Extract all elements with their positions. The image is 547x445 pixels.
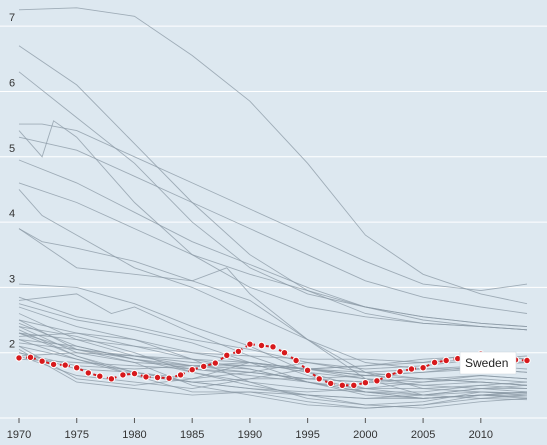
y-axis-ticks: 2 3 4 5 6 7 — [9, 12, 15, 351]
series-line-5 — [18, 120, 528, 331]
series-line-29 — [18, 349, 527, 409]
series-line-31 — [18, 355, 528, 390]
series-label-box — [459, 351, 517, 375]
highlight-point-1989 — [234, 347, 243, 356]
highlight-point-2003 — [396, 367, 404, 376]
series-line-3 — [18, 71, 528, 328]
highlight-point-1985 — [188, 366, 196, 374]
x-tick-label-1995: 1995 — [295, 429, 319, 441]
series-line-38 — [18, 332, 528, 393]
highlight-point-1976 — [84, 369, 93, 377]
highlight-point-2006 — [430, 358, 439, 367]
y-tick-label-5: 5 — [9, 143, 15, 155]
y-tick-label-7: 7 — [9, 12, 15, 24]
highlight-point-1988 — [223, 351, 231, 359]
highlight-point-1999 — [350, 381, 358, 389]
highlight-point-1973 — [49, 360, 58, 369]
series-line-37 — [18, 352, 528, 393]
series-line-1 — [18, 7, 528, 305]
series-line-35 — [18, 319, 528, 386]
x-tick-label-1975: 1975 — [64, 429, 88, 441]
series-label: Sweden — [459, 351, 517, 375]
highlight-point-1972 — [38, 357, 46, 365]
highlight-point-1998 — [338, 381, 346, 389]
highlight-point-1970 — [15, 354, 23, 362]
y-tick-label-6: 6 — [9, 77, 15, 89]
x-axis-ticks: 1970 1975 1980 1985 1990 1995 2000 2005 2010 — [7, 418, 493, 441]
y-tick-label-4: 4 — [9, 208, 15, 220]
highlight-point-1995 — [303, 366, 312, 374]
series-line-9 — [18, 189, 528, 373]
x-tick-label-1970: 1970 — [7, 429, 31, 441]
y-tick-label-3: 3 — [9, 273, 15, 285]
highlight-point-1979 — [119, 371, 127, 379]
highlight-point-2005 — [419, 364, 427, 372]
series-line-4 — [19, 123, 528, 292]
series-line-34 — [18, 342, 528, 409]
highlight-point-1992 — [269, 343, 277, 351]
highlight-point-1975 — [73, 364, 81, 372]
highlight-point-2004 — [407, 365, 416, 373]
highlight-point-1986 — [200, 362, 208, 371]
highlight-point-1990 — [246, 340, 254, 348]
series-line-22 — [18, 332, 528, 363]
highlight-point-1983 — [165, 374, 173, 382]
series-line-11 — [18, 228, 528, 399]
highlight-point-1977 — [96, 372, 104, 380]
x-tick-label-1985: 1985 — [180, 429, 204, 441]
series-line-27 — [18, 345, 528, 386]
x-tick-label-1990: 1990 — [238, 429, 262, 441]
highlight-point-2007 — [442, 356, 450, 365]
x-tick-label-2000: 2000 — [353, 429, 377, 441]
highlight-point-2001 — [373, 377, 381, 385]
series-line-6 — [18, 136, 528, 314]
x-tick-label-1980: 1980 — [122, 429, 146, 441]
x-tick-label-2005: 2005 — [411, 429, 435, 441]
highlight-point-1984 — [176, 371, 185, 379]
highlight-point-1980 — [130, 369, 139, 378]
highlight-point-1981 — [142, 373, 150, 381]
series-line-36 — [18, 303, 528, 399]
x-tick-label-2010: 2010 — [469, 429, 493, 441]
highlight-point-1987 — [211, 359, 220, 367]
highlight-point-1996 — [315, 375, 323, 383]
highlight-point-2014 — [523, 356, 531, 365]
series-line-13 — [18, 296, 528, 370]
highlight-point-1978 — [107, 375, 116, 383]
highlight-point-2002 — [384, 371, 393, 380]
highlight-point-1994 — [292, 356, 300, 365]
highlight-point-2000 — [361, 379, 370, 387]
highlight-point-1982 — [153, 373, 162, 382]
context-series — [18, 7, 528, 409]
series-line-8 — [18, 182, 528, 328]
highlight-point-1993 — [280, 349, 289, 357]
highlight-point-1971 — [26, 353, 35, 361]
highlight-point-1991 — [257, 341, 266, 350]
series-line-7 — [18, 159, 528, 331]
y-tick-label-2: 2 — [9, 339, 15, 351]
series-label-text: Sweden — [465, 356, 508, 370]
highlight-point-1997 — [327, 379, 335, 388]
highlight-point-1974 — [61, 361, 69, 369]
